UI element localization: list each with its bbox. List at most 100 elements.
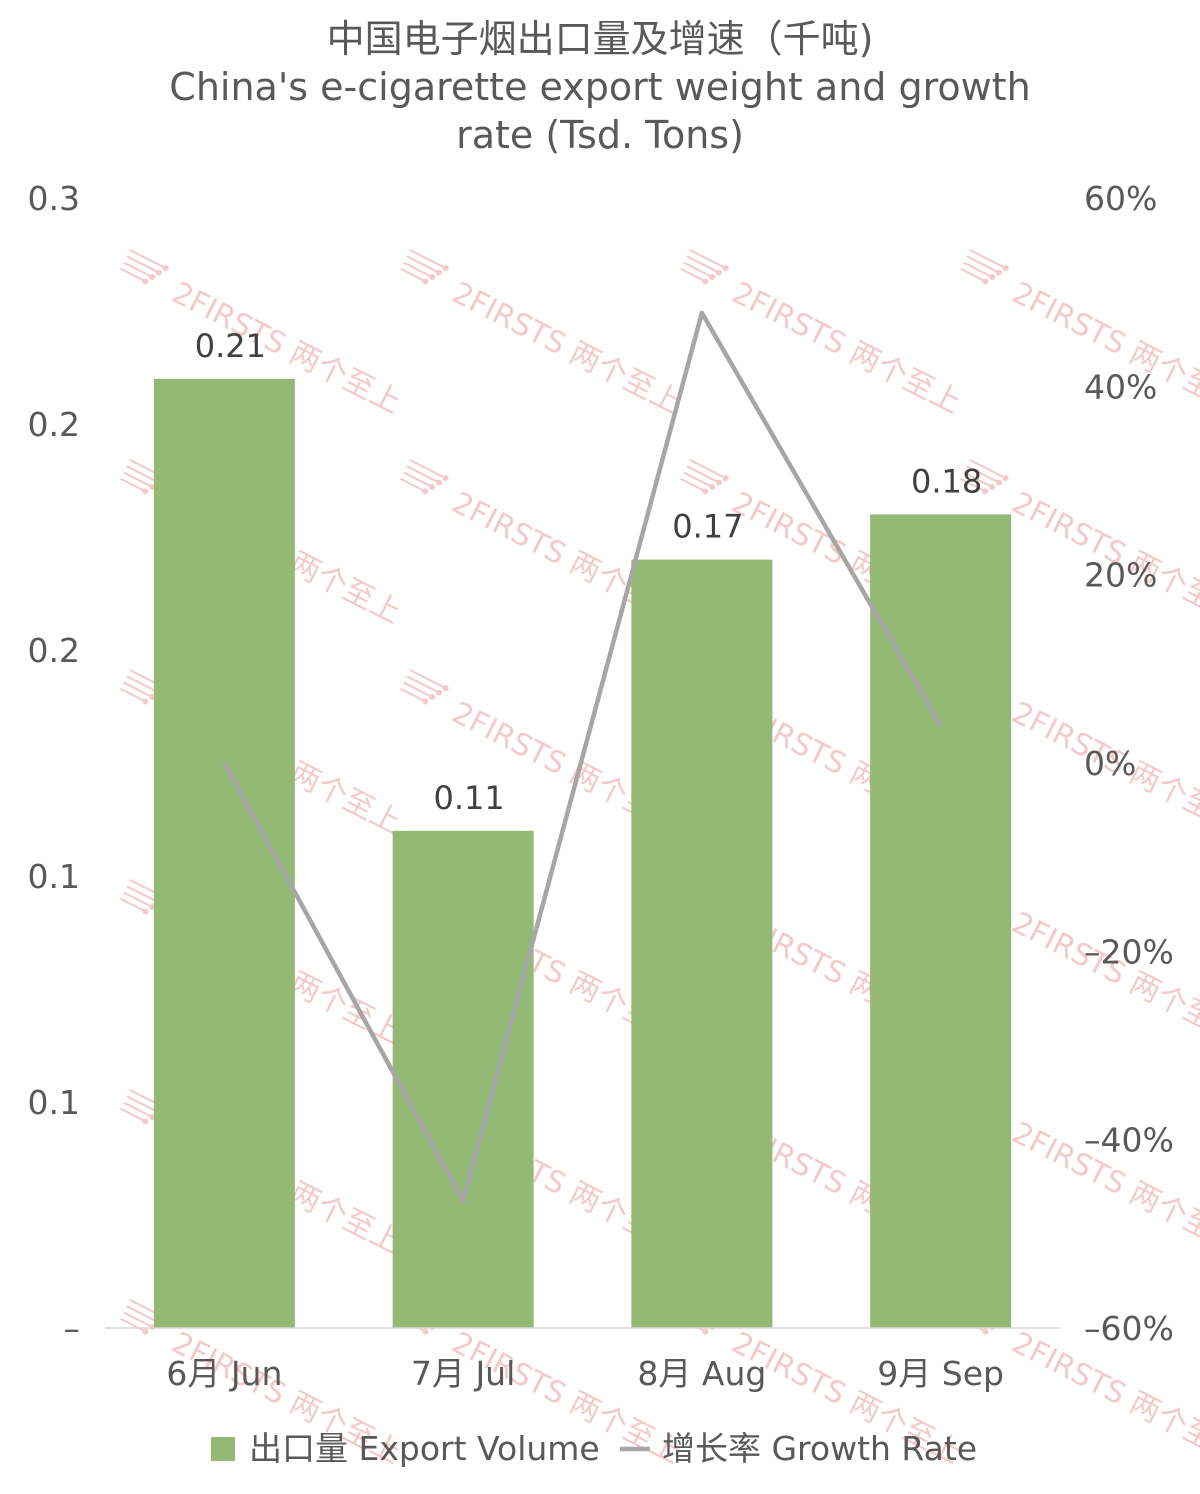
watermark-dot (422, 488, 429, 495)
watermark-stroke (683, 471, 711, 487)
watermark-dot (429, 274, 436, 281)
watermark-dot (702, 278, 709, 285)
watermark-stroke (120, 897, 145, 912)
y-left-tick-label: 0.1 (28, 857, 80, 896)
watermark-dot (722, 475, 729, 482)
watermark-dot (982, 1328, 989, 1335)
watermark-tile: 2FIRSTS 两个至上 (400, 249, 687, 421)
watermark-stroke (120, 477, 145, 492)
watermark-dot (142, 1328, 149, 1335)
watermark-dot (155, 269, 162, 276)
watermark-stroke (120, 687, 145, 702)
watermark-stroke (689, 249, 725, 269)
y-right-tick-label: 60% (1084, 179, 1157, 218)
watermark-dot (709, 274, 716, 281)
y-left-tick-label: 0.2 (28, 405, 80, 444)
watermark-stroke (403, 681, 431, 697)
watermark-stroke (403, 471, 431, 487)
watermark-dot (422, 278, 429, 285)
watermark-stroke (409, 459, 445, 479)
watermark-stroke (126, 465, 158, 483)
watermark-stroke (406, 675, 438, 693)
y-left-tick-label: 0.1 (28, 1083, 80, 1122)
watermark-dot (715, 269, 722, 276)
watermark-stroke (960, 477, 985, 492)
legend-swatch-bar (211, 1437, 235, 1461)
watermark-dot (142, 488, 149, 495)
watermark-stroke (966, 255, 998, 273)
x-tick-label: 8月 Aug (637, 1354, 766, 1393)
watermark-dot (995, 269, 1002, 276)
legend: 出口量 Export Volume 增长率 Growth Rate (211, 1429, 977, 1468)
watermark-stroke (120, 267, 145, 282)
bar-series (153, 378, 1012, 1328)
watermark-dot (142, 278, 149, 285)
watermark-dot (982, 488, 989, 495)
watermark-dot (722, 265, 729, 272)
legend-label-line: 增长率 Growth Rate (662, 1429, 977, 1468)
watermark-stroke (123, 891, 151, 907)
bar-data-label: 0.17 (672, 508, 743, 546)
y-right-tick-label: 20% (1084, 556, 1157, 595)
watermark-stroke (966, 465, 998, 483)
watermark-stroke (686, 465, 718, 483)
watermark-stroke (403, 261, 431, 277)
watermark-dot (715, 479, 722, 486)
growth-line (222, 310, 943, 1204)
y-right-tick-label: –40% (1084, 1121, 1174, 1160)
y-right-tick-label: –20% (1084, 932, 1174, 971)
y-left-tick-label: – (64, 1309, 81, 1348)
bar-data-label: 0.11 (434, 779, 505, 817)
watermark-stroke (409, 249, 445, 269)
y-right-tick-label: 0% (1084, 744, 1136, 783)
line-series (222, 310, 943, 1204)
watermark-dot (149, 694, 156, 701)
watermark-stroke (963, 471, 991, 487)
watermark-dot (442, 475, 449, 482)
watermark-dot (142, 1118, 149, 1125)
watermark-stroke (680, 267, 705, 282)
axes: – 0.1 0.1 0.2 0.2 0.3 –60% –40% –20% 0% 20% 40% 60% 6… (28, 179, 1174, 1393)
watermark-dot (142, 698, 149, 705)
watermark-stroke (406, 465, 438, 483)
watermark-tile: 2FIRSTS 两个至上 (960, 249, 1200, 421)
watermark-stroke (126, 1305, 158, 1323)
x-tick-label: 6月 Jun (166, 1354, 282, 1393)
watermark-stroke (123, 1311, 151, 1327)
y-left-tick-label: 0.2 (28, 631, 80, 670)
watermark-stroke (689, 459, 725, 479)
watermark-text: 2FIRSTS 两个至上 (1006, 905, 1200, 1051)
watermark-stroke (126, 675, 158, 693)
watermark-stroke (120, 1107, 145, 1122)
watermark-text: 2FIRSTS 两个至上 (446, 275, 686, 421)
data-labels: 0.21 0.11 0.17 0.18 (195, 327, 983, 817)
watermark-text: 2FIRSTS 两个至上 (726, 275, 966, 421)
chart-title-cn: 中国电子烟出口量及增速（千吨) (326, 17, 874, 61)
watermark-stroke (126, 255, 158, 273)
watermark-stroke (969, 459, 1005, 479)
watermark-dot (1002, 475, 1009, 482)
watermark-dot (702, 488, 709, 495)
y-right-tick-label: –60% (1084, 1309, 1174, 1348)
x-tick-label: 7月 Jul (411, 1354, 515, 1393)
watermark-dot (435, 689, 442, 696)
watermark-stroke (683, 261, 711, 277)
x-tick-label: 9月 Sep (877, 1354, 1004, 1393)
watermark-stroke (960, 267, 985, 282)
watermark-stroke (969, 249, 1005, 269)
watermark-dot (989, 274, 996, 281)
watermark-dot (149, 274, 156, 281)
bar-3 (631, 559, 773, 1328)
legend-label-bar: 出口量 Export Volume (249, 1429, 600, 1468)
watermark-dot (429, 484, 436, 491)
watermark-dot (435, 479, 442, 486)
watermark-dot (422, 1328, 429, 1335)
bar-4 (870, 514, 1012, 1328)
watermark-dot (429, 694, 436, 701)
watermark-stroke (400, 267, 425, 282)
watermark-dot (149, 1114, 156, 1121)
watermark-stroke (680, 477, 705, 492)
watermark-dot (982, 278, 989, 285)
